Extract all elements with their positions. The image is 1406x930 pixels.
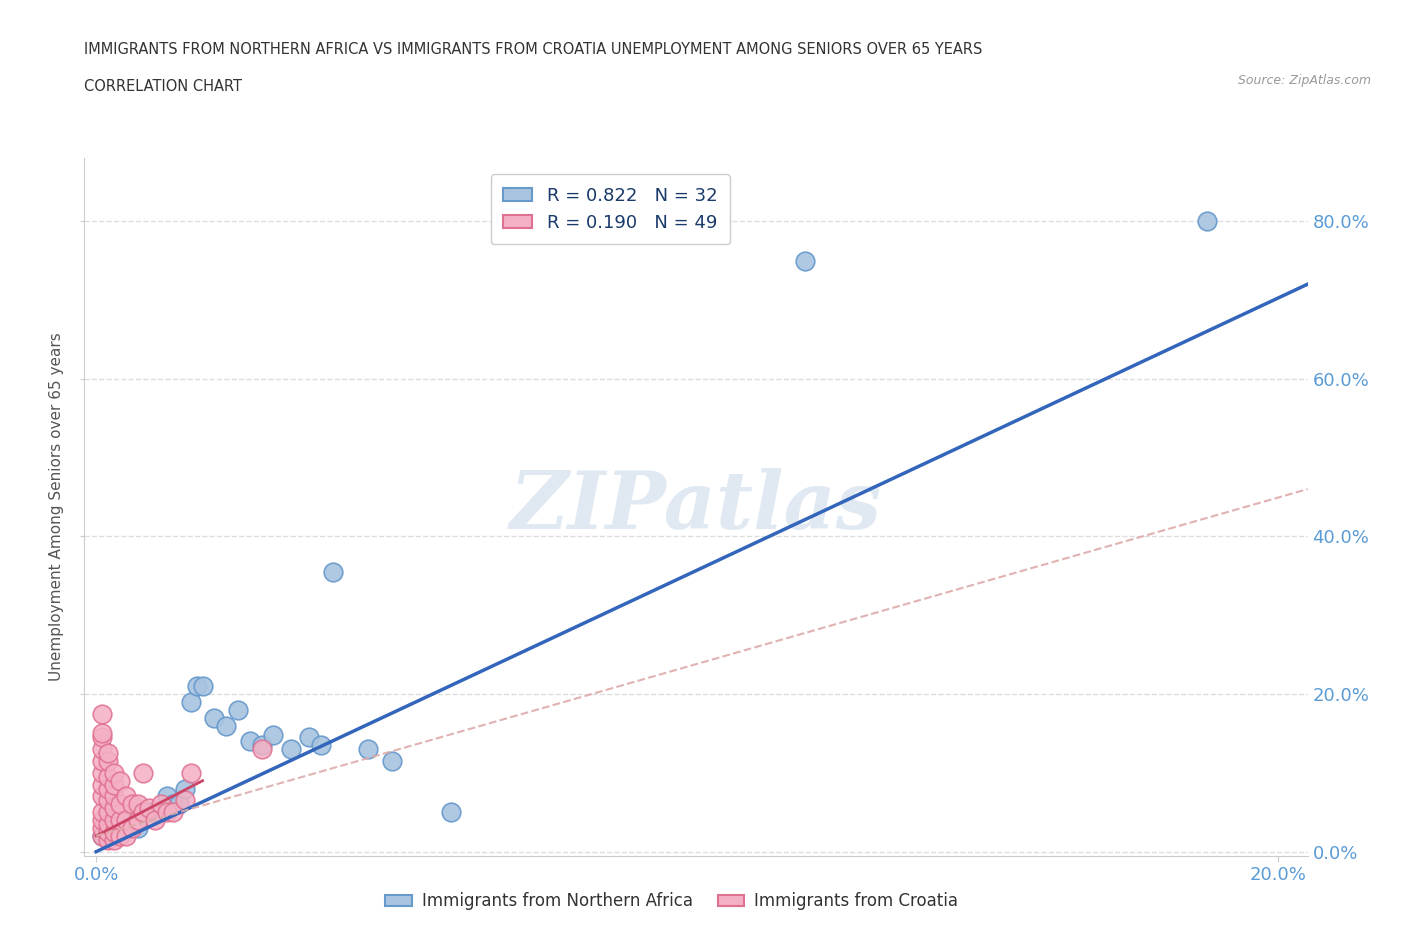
Point (97, 769, 120, 784)
Point (173, 781, 195, 796)
Point (91, 820, 114, 835)
Point (97, 753, 120, 768)
Point (114, 789, 136, 804)
Point (103, 765, 125, 780)
Point (298, 730, 321, 745)
Point (91, 789, 114, 804)
Point (1197, 214, 1219, 229)
Point (103, 777, 125, 792)
Point (108, 773, 131, 788)
Text: CORRELATION CHART: CORRELATION CHART (84, 79, 242, 94)
Text: ZIPatlas: ZIPatlas (510, 468, 882, 546)
Point (180, 765, 202, 780)
Point (156, 804, 179, 819)
Point (97, 832, 120, 847)
Point (97, 804, 120, 819)
Point (132, 804, 155, 819)
Point (143, 804, 166, 819)
Point (250, 742, 273, 757)
Point (103, 813, 125, 828)
Point (103, 789, 125, 804)
Point (127, 797, 149, 812)
Point (132, 765, 155, 780)
Point (132, 804, 155, 819)
Point (167, 797, 190, 812)
Point (97, 817, 120, 831)
Point (91, 804, 114, 819)
Point (91, 726, 114, 741)
Point (309, 737, 332, 752)
Point (103, 820, 125, 835)
Text: Source: ZipAtlas.com: Source: ZipAtlas.com (1237, 74, 1371, 87)
Point (91, 753, 114, 768)
Point (186, 679, 208, 694)
Point (127, 820, 149, 835)
Text: IMMIGRANTS FROM NORTHERN AFRICA VS IMMIGRANTS FROM CROATIA UNEMPLOYMENT AMONG SE: IMMIGRANTS FROM NORTHERN AFRICA VS IMMIG… (84, 42, 983, 57)
Point (103, 801, 125, 816)
Point (440, 804, 463, 819)
Point (103, 825, 125, 840)
Point (226, 702, 249, 717)
Y-axis label: Unemployment Among Seniors over 65 years: Unemployment Among Seniors over 65 years (49, 333, 65, 681)
Point (191, 679, 214, 694)
Point (180, 695, 202, 710)
Point (91, 742, 114, 757)
Point (121, 813, 143, 828)
Point (143, 813, 166, 828)
Point (202, 711, 225, 725)
Point (91, 829, 114, 844)
Point (114, 813, 136, 828)
Point (239, 734, 262, 749)
Point (357, 742, 380, 757)
Point (114, 813, 136, 828)
Point (97, 829, 120, 844)
Point (250, 737, 273, 752)
Point (121, 820, 143, 835)
Point (156, 789, 179, 804)
Point (173, 793, 195, 808)
Point (114, 829, 136, 844)
Point (97, 781, 120, 796)
Point (150, 797, 173, 812)
Point (121, 797, 143, 812)
Point (215, 718, 238, 733)
Point (162, 797, 184, 812)
Point (91, 777, 114, 792)
Point (97, 793, 120, 808)
Point (91, 730, 114, 745)
Point (794, 253, 817, 268)
Point (381, 753, 404, 768)
Point (322, 565, 344, 579)
Point (103, 832, 125, 847)
Point (138, 801, 160, 816)
Point (97, 746, 120, 761)
Legend: Immigrants from Northern Africa, Immigrants from Croatia: Immigrants from Northern Africa, Immigra… (378, 885, 965, 917)
Point (108, 829, 131, 844)
Point (91, 813, 114, 828)
Point (91, 706, 114, 721)
Point (91, 829, 114, 844)
Point (108, 820, 131, 835)
Point (262, 727, 284, 742)
Point (280, 742, 302, 757)
Point (108, 813, 131, 828)
Point (127, 813, 149, 828)
Point (108, 797, 131, 812)
Point (138, 804, 160, 819)
Point (162, 804, 184, 819)
Point (91, 765, 114, 780)
Point (97, 825, 120, 840)
